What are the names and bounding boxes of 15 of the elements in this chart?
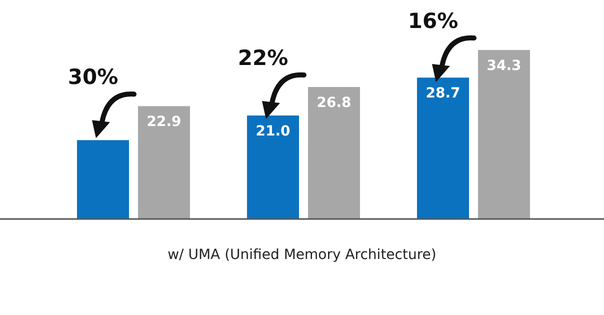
bar [77, 140, 129, 219]
bar [138, 106, 190, 219]
annotation: 30% [68, 65, 118, 90]
data-label: 28.7 [426, 86, 460, 102]
bar [308, 86, 360, 219]
x-axis-title: w/ UMA (Unified Memory Architecture) [168, 247, 436, 263]
bar [247, 116, 299, 219]
text: 16% [408, 9, 458, 33]
bar [478, 50, 530, 219]
annotation: 22% [238, 46, 288, 70]
bar [417, 78, 469, 219]
data-label: 22.9 [146, 114, 182, 130]
data-label: 21.0 [256, 124, 291, 140]
data-label: 34.3 [486, 58, 522, 74]
data-label: 26.8 [316, 94, 352, 111]
